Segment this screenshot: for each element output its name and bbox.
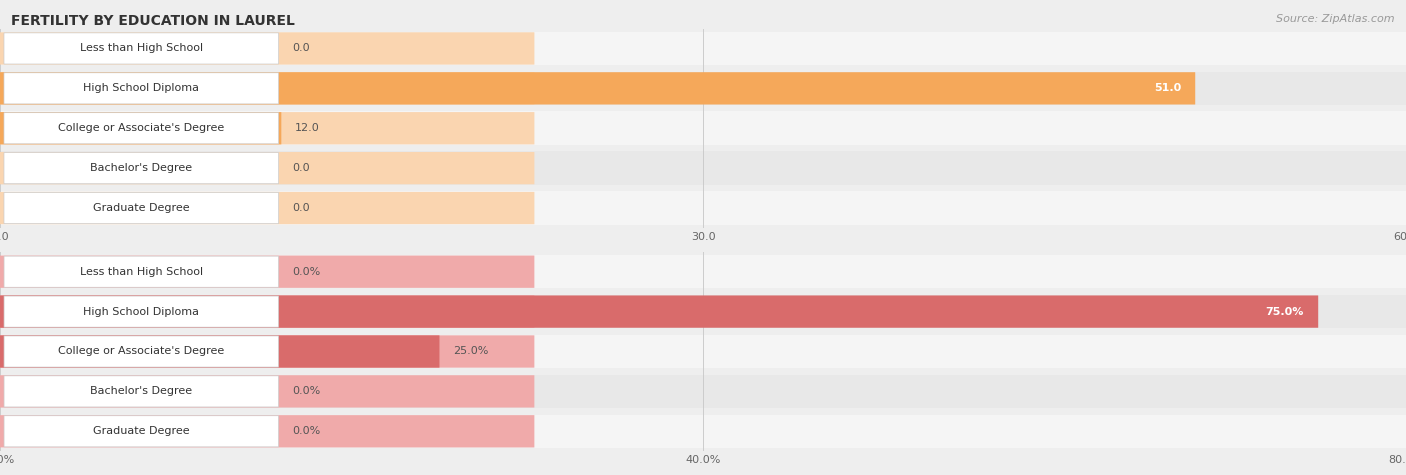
- Text: Bachelor's Degree: Bachelor's Degree: [90, 163, 193, 173]
- Text: Less than High School: Less than High School: [80, 43, 202, 54]
- Bar: [0, 335, 1406, 368]
- Text: Graduate Degree: Graduate Degree: [93, 426, 190, 437]
- FancyBboxPatch shape: [4, 296, 278, 327]
- FancyBboxPatch shape: [4, 152, 278, 184]
- FancyBboxPatch shape: [0, 335, 440, 368]
- Text: 51.0: 51.0: [1154, 83, 1181, 94]
- FancyBboxPatch shape: [0, 112, 534, 144]
- Text: 25.0%: 25.0%: [453, 346, 489, 357]
- Text: 0.0%: 0.0%: [292, 386, 321, 397]
- Text: 0.0%: 0.0%: [292, 266, 321, 277]
- FancyBboxPatch shape: [4, 336, 278, 367]
- Text: FERTILITY BY EDUCATION IN LAUREL: FERTILITY BY EDUCATION IN LAUREL: [11, 14, 295, 28]
- Bar: [0, 295, 1406, 328]
- FancyBboxPatch shape: [0, 375, 534, 408]
- Text: High School Diploma: High School Diploma: [83, 83, 200, 94]
- Text: College or Associate's Degree: College or Associate's Degree: [58, 346, 225, 357]
- FancyBboxPatch shape: [0, 152, 534, 184]
- Bar: [0, 191, 1406, 225]
- FancyBboxPatch shape: [0, 415, 534, 447]
- FancyBboxPatch shape: [4, 113, 278, 144]
- Text: College or Associate's Degree: College or Associate's Degree: [58, 123, 225, 133]
- Text: 75.0%: 75.0%: [1265, 306, 1305, 317]
- Bar: [0, 112, 1406, 145]
- Text: 0.0: 0.0: [292, 203, 311, 213]
- Bar: [0, 415, 1406, 448]
- FancyBboxPatch shape: [4, 376, 278, 407]
- FancyBboxPatch shape: [0, 72, 534, 104]
- Bar: [0, 32, 1406, 65]
- Text: 0.0: 0.0: [292, 43, 311, 54]
- FancyBboxPatch shape: [0, 72, 1195, 104]
- FancyBboxPatch shape: [4, 73, 278, 104]
- FancyBboxPatch shape: [4, 33, 278, 64]
- FancyBboxPatch shape: [0, 112, 281, 144]
- FancyBboxPatch shape: [4, 256, 278, 287]
- FancyBboxPatch shape: [4, 192, 278, 224]
- Text: 0.0%: 0.0%: [292, 426, 321, 437]
- Text: Source: ZipAtlas.com: Source: ZipAtlas.com: [1277, 14, 1395, 24]
- Bar: [0, 152, 1406, 185]
- FancyBboxPatch shape: [0, 295, 1319, 328]
- Text: 0.0: 0.0: [292, 163, 311, 173]
- FancyBboxPatch shape: [0, 32, 534, 65]
- Bar: [0, 255, 1406, 288]
- FancyBboxPatch shape: [4, 416, 278, 447]
- Text: Graduate Degree: Graduate Degree: [93, 203, 190, 213]
- Text: 12.0: 12.0: [295, 123, 321, 133]
- FancyBboxPatch shape: [0, 192, 534, 224]
- Text: Less than High School: Less than High School: [80, 266, 202, 277]
- Bar: [0, 72, 1406, 105]
- Bar: [0, 375, 1406, 408]
- Text: High School Diploma: High School Diploma: [83, 306, 200, 317]
- FancyBboxPatch shape: [0, 335, 534, 368]
- FancyBboxPatch shape: [0, 295, 534, 328]
- Text: Bachelor's Degree: Bachelor's Degree: [90, 386, 193, 397]
- FancyBboxPatch shape: [0, 256, 534, 288]
